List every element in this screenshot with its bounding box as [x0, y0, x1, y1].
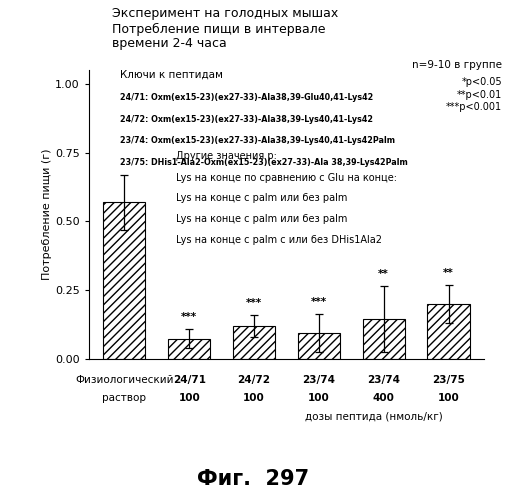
Text: **p<0.01: **p<0.01 — [457, 90, 502, 100]
Text: n=9-10 в группе: n=9-10 в группе — [412, 60, 502, 70]
Bar — [233, 326, 275, 359]
Text: 23/74: Oxm(ex15-23)(ex27-33)-Ala38,39-Lys40,41-Lys42Palm: 23/74: Oxm(ex15-23)(ex27-33)-Ala38,39-Ly… — [120, 136, 395, 145]
Text: 24/72: Oxm(ex15-23)(ex27-33)-Ala38,39-Lys40,41-Lys42: 24/72: Oxm(ex15-23)(ex27-33)-Ala38,39-Ly… — [120, 115, 373, 124]
Text: *p<0.05: *p<0.05 — [461, 77, 502, 87]
Bar — [103, 202, 146, 359]
Text: 24/71: 24/71 — [173, 375, 206, 385]
Text: Lys на конце по сравнению с Glu на конце:: Lys на конце по сравнению с Glu на конце… — [176, 173, 396, 183]
Text: ***: *** — [246, 298, 262, 308]
Text: Потребление пищи в интервале: Потребление пищи в интервале — [112, 22, 325, 35]
Text: Lys на конце с palm или без palm: Lys на конце с palm или без palm — [176, 194, 347, 204]
Text: 100: 100 — [243, 393, 265, 403]
Text: 400: 400 — [373, 393, 394, 403]
Text: Ключи к пептидам: Ключи к пептидам — [120, 70, 223, 80]
Text: времени 2-4 часа: времени 2-4 часа — [112, 37, 226, 50]
Y-axis label: Потребление пищи (г): Потребление пищи (г) — [42, 149, 52, 280]
Text: 100: 100 — [308, 393, 330, 403]
Text: Lys на конце с palm или без palm: Lys на конце с palm или без palm — [176, 214, 347, 224]
Text: Физиологический: Физиологический — [75, 375, 173, 385]
Bar — [168, 339, 210, 359]
Text: Другие значения р:: Другие значения р: — [176, 151, 277, 161]
Text: ***: *** — [311, 297, 327, 307]
Text: 23/75: DHis1-Ala2-Oxm(ex15-23)(ex27-33)-Ala 38,39-Lys42Palm: 23/75: DHis1-Ala2-Oxm(ex15-23)(ex27-33)-… — [120, 158, 408, 167]
Text: ***: *** — [181, 312, 197, 322]
Text: Фиг.  297: Фиг. 297 — [197, 469, 310, 489]
Text: ***p<0.001: ***p<0.001 — [446, 102, 502, 112]
Text: дозы пептида (нмоль/кг): дозы пептида (нмоль/кг) — [305, 411, 442, 421]
Text: 100: 100 — [438, 393, 459, 403]
Text: 24/72: 24/72 — [238, 375, 271, 385]
Bar — [363, 319, 405, 359]
Text: раствор: раствор — [102, 393, 147, 403]
Text: 23/74: 23/74 — [367, 375, 400, 385]
Text: **: ** — [443, 268, 454, 278]
Text: 24/71: Oxm(ex15-23)(ex27-33)-Ala38,39-Glu40,41-Lys42: 24/71: Oxm(ex15-23)(ex27-33)-Ala38,39-Gl… — [120, 93, 374, 102]
Text: 100: 100 — [178, 393, 200, 403]
Text: Lys на конце с palm с или без DHis1Ala2: Lys на конце с palm с или без DHis1Ala2 — [176, 235, 382, 245]
Text: Эксперимент на голодных мышах: Эксперимент на голодных мышах — [112, 7, 338, 20]
Text: **: ** — [378, 269, 389, 279]
Text: 23/75: 23/75 — [432, 375, 465, 385]
Bar — [298, 333, 340, 359]
Bar — [427, 304, 469, 359]
Text: 23/74: 23/74 — [302, 375, 335, 385]
